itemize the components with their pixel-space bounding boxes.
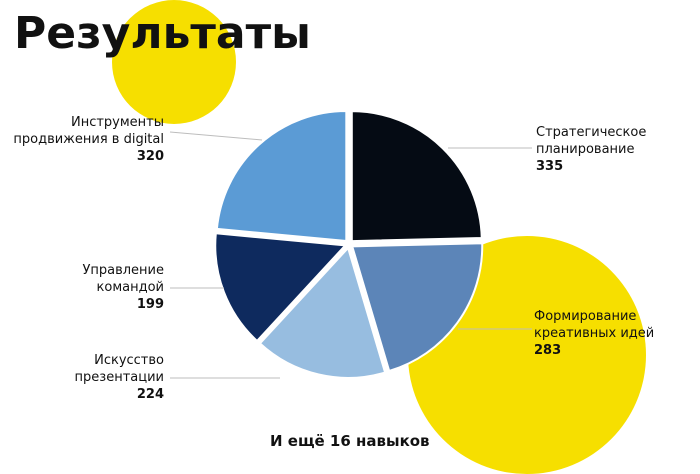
slice-label-team-management: Управление командой 199 <box>82 262 164 313</box>
slice-team-management <box>214 232 348 343</box>
slice-label-line: Стратегическое <box>536 125 647 140</box>
slice-value: 199 <box>136 297 164 312</box>
more-skills-note: И ещё 16 навыков <box>270 432 430 450</box>
slice-label-presentation: Искусство презентации 224 <box>75 352 164 403</box>
slice-value: 283 <box>534 343 562 358</box>
slice-value: 320 <box>136 149 164 164</box>
slice-label-line: Управление <box>82 263 164 278</box>
slice-label-line: Искусство <box>94 353 164 368</box>
slice-label-line: презентации <box>74 370 164 385</box>
slice-label-creative-ideas: Формирование креативных идей 283 <box>534 308 654 359</box>
slice-value: 224 <box>136 387 164 402</box>
slice-label-line: Инструменты <box>70 115 164 130</box>
slice-label-strategic-planning: Стратегическое планирование 335 <box>536 124 646 175</box>
slice-digital-tools <box>215 110 348 243</box>
slice-label-digital-tools: Инструменты продвижения в digital 320 <box>13 114 164 165</box>
slice-label-line: планирование <box>536 142 635 157</box>
slice-label-line: креативных идей <box>534 326 655 341</box>
decor-circle-top <box>112 0 236 124</box>
page-title: Результаты <box>14 8 311 59</box>
slice-creative-ideas <box>350 242 484 373</box>
leader-line <box>169 131 263 141</box>
slice-presentation <box>258 245 387 379</box>
slice-label-line: командой <box>96 280 164 295</box>
slice-label-line: продвижения в digital <box>13 132 164 147</box>
slice-label-line: Формирование <box>534 309 637 324</box>
slice-value: 335 <box>536 159 564 174</box>
slice-strategic-planning <box>350 110 483 243</box>
